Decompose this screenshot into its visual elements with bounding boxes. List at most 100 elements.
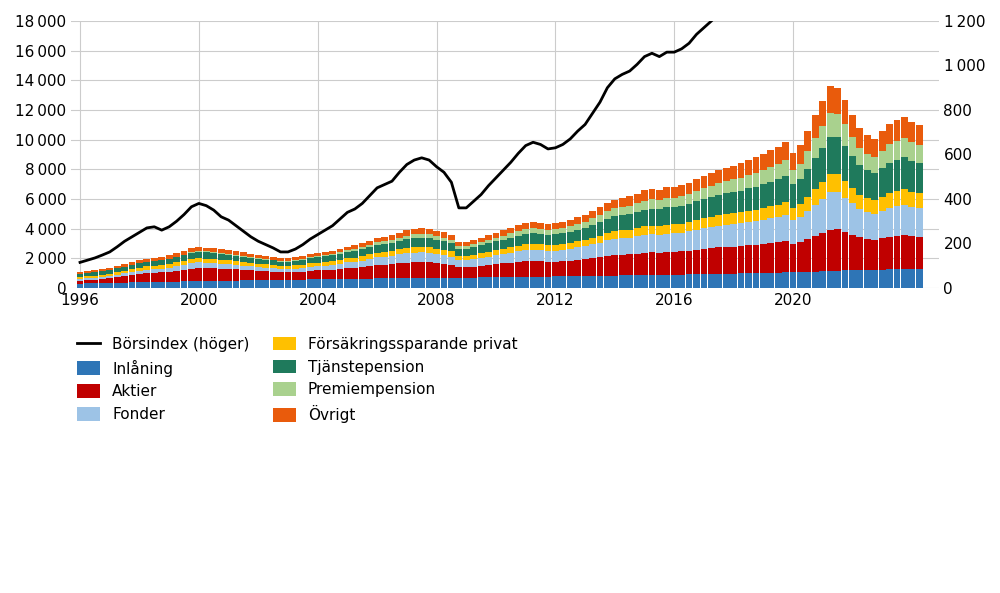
Bar	[106, 278, 113, 283]
Bar	[366, 254, 373, 259]
Bar	[366, 266, 373, 279]
Bar	[337, 252, 343, 254]
Bar	[567, 260, 574, 276]
Bar	[203, 281, 210, 288]
Bar	[819, 101, 826, 126]
Bar	[233, 251, 239, 255]
Bar	[611, 216, 618, 231]
Bar	[441, 278, 447, 288]
Bar	[218, 250, 225, 253]
Bar	[671, 187, 678, 197]
Bar	[470, 254, 477, 259]
Bar	[894, 120, 900, 141]
Bar	[597, 235, 603, 243]
Bar	[701, 228, 707, 249]
Bar	[292, 269, 299, 272]
Bar	[567, 249, 574, 260]
Bar	[455, 267, 462, 278]
Bar	[522, 250, 529, 262]
Bar	[366, 241, 373, 245]
Bar	[626, 196, 633, 206]
Bar	[114, 277, 121, 283]
Bar	[463, 248, 470, 256]
Bar	[195, 268, 202, 281]
Bar	[604, 256, 611, 276]
Bar	[270, 280, 277, 288]
Bar	[121, 270, 128, 273]
Bar	[485, 235, 492, 240]
Bar	[686, 231, 692, 251]
Bar	[537, 250, 544, 261]
Bar	[314, 256, 321, 257]
Bar	[181, 264, 187, 270]
Bar	[701, 199, 707, 218]
Bar	[708, 197, 715, 217]
Bar	[819, 272, 826, 288]
Bar	[158, 260, 165, 265]
Legend: Börsindex (höger), Inlåning, Aktier, Fonder, Försäkringssparande privat, Tjänste: Börsindex (höger), Inlåning, Aktier, Fon…	[71, 331, 524, 429]
Bar	[396, 263, 403, 278]
Bar	[478, 266, 485, 278]
Bar	[723, 214, 730, 225]
Bar	[730, 192, 737, 213]
Bar	[649, 199, 655, 209]
Bar	[908, 207, 915, 237]
Bar	[389, 240, 395, 243]
Bar	[299, 264, 306, 268]
Bar	[760, 208, 767, 219]
Bar	[827, 113, 834, 137]
Bar	[871, 240, 878, 270]
Bar	[552, 262, 559, 276]
Bar	[225, 280, 232, 288]
Bar	[886, 269, 893, 288]
Bar	[626, 206, 633, 214]
Bar	[374, 243, 381, 245]
Bar	[634, 228, 641, 237]
Bar	[262, 267, 269, 271]
Bar	[663, 198, 670, 208]
Bar	[879, 168, 886, 197]
Bar	[901, 269, 908, 288]
Bar	[552, 251, 559, 262]
Bar	[701, 218, 707, 228]
Bar	[493, 238, 499, 241]
Bar	[381, 257, 388, 264]
Bar	[455, 260, 462, 267]
Bar	[545, 262, 551, 276]
Bar	[448, 243, 455, 251]
Bar	[559, 234, 566, 244]
Bar	[433, 240, 440, 248]
Bar	[790, 170, 796, 184]
Bar	[403, 235, 410, 239]
Bar	[470, 240, 477, 244]
Bar	[411, 234, 418, 238]
Bar	[842, 198, 848, 232]
Bar	[619, 254, 626, 275]
Bar	[738, 164, 744, 178]
Bar	[916, 125, 923, 145]
Bar	[233, 265, 239, 269]
Bar	[782, 272, 789, 288]
Bar	[448, 235, 455, 240]
Bar	[849, 203, 856, 235]
Bar	[597, 257, 603, 276]
Bar	[121, 267, 128, 270]
Bar	[864, 198, 871, 212]
Bar	[463, 256, 470, 260]
Bar	[894, 141, 900, 160]
Bar	[218, 260, 225, 264]
Bar	[359, 243, 366, 247]
Bar	[285, 272, 291, 280]
Bar	[597, 208, 603, 215]
Bar	[129, 262, 135, 265]
Bar	[84, 276, 91, 279]
Bar	[574, 247, 581, 260]
Bar	[84, 271, 91, 273]
Bar	[285, 266, 291, 269]
Bar	[819, 126, 826, 148]
Bar	[307, 279, 314, 288]
Bar	[827, 174, 834, 193]
Bar	[619, 198, 626, 207]
Bar	[121, 273, 128, 276]
Bar	[849, 156, 856, 188]
